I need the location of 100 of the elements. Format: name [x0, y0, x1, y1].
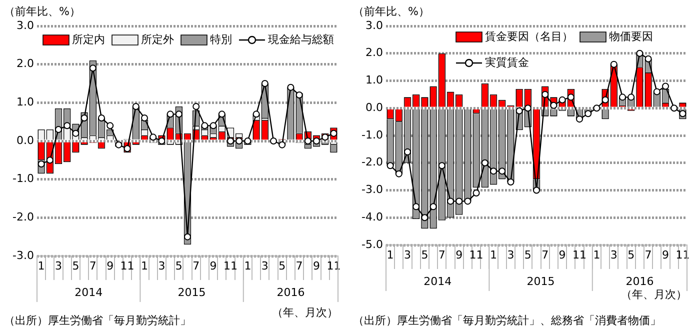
point [628, 94, 635, 101]
x-tick-label: 11 [572, 248, 586, 262]
point [64, 122, 71, 130]
x-tick-label: 9 [558, 248, 566, 262]
point [296, 92, 303, 98]
y-axis-title: （前年比、%） [353, 4, 430, 18]
point [304, 138, 312, 144]
x-tick-label: 1 [490, 248, 497, 262]
point [313, 138, 320, 144]
point [55, 126, 62, 133]
x-tick-label: 9 [456, 248, 463, 262]
point [507, 178, 514, 186]
x-tick-label: 5 [175, 259, 182, 272]
point [464, 198, 472, 205]
point [653, 88, 660, 96]
legend-label: 物価要因 [609, 30, 653, 43]
point [227, 138, 234, 144]
legend-label: 特別 [210, 32, 232, 46]
x-tick-label: 3 [261, 259, 268, 272]
legend-label: 所定内 [72, 32, 105, 46]
point [490, 168, 497, 175]
point [115, 141, 122, 148]
x-tick-label: 5 [72, 259, 80, 272]
point [404, 148, 411, 156]
point [46, 156, 54, 164]
point [447, 198, 454, 205]
legend-label: 賃金要因（名目） [485, 30, 573, 43]
point [558, 96, 566, 104]
x-tick-label: 9 [210, 259, 217, 272]
x-tick-label: 3 [507, 248, 514, 262]
point [201, 122, 208, 130]
x-tick-label: 11 [469, 248, 484, 262]
x-tick-label: 5 [421, 248, 428, 262]
x-tick-label: 5 [278, 259, 286, 272]
point [395, 170, 402, 178]
point [106, 122, 114, 130]
point [236, 138, 243, 144]
text: 2016 [276, 286, 305, 299]
point [124, 145, 131, 152]
x-tick-label: 7 [542, 248, 549, 262]
point [456, 198, 463, 205]
x-tick-label: 7 [296, 259, 303, 272]
point [132, 103, 140, 110]
point [38, 160, 45, 168]
text: （出所）厚生労働省「毎月勤労統計」、総務省「消費者物価」 [353, 314, 661, 327]
text: 2015 [526, 274, 555, 288]
point [287, 84, 294, 91]
point [175, 110, 182, 118]
y-tick-label: 3.0 [366, 18, 383, 32]
y-tick-label: -5.0 [362, 238, 383, 251]
point [158, 138, 166, 144]
point [210, 122, 217, 130]
point [524, 104, 532, 112]
point [576, 116, 583, 123]
point [481, 159, 488, 166]
point [438, 162, 446, 170]
point [98, 114, 105, 122]
x-tick-label: 3 [55, 259, 62, 272]
point [330, 130, 338, 137]
y-tick-label: -2.0 [362, 156, 383, 169]
point [593, 104, 600, 112]
point [567, 94, 574, 101]
point [166, 110, 174, 118]
point [542, 90, 549, 98]
y-tick-label: -2.0 [12, 210, 34, 224]
point [184, 233, 191, 240]
point [252, 110, 260, 118]
x-tick-label: 9 [106, 259, 114, 272]
point [89, 64, 96, 72]
point [644, 55, 652, 62]
x-axis-title: （年、月次） [272, 306, 338, 319]
point [141, 114, 148, 122]
point [244, 138, 252, 144]
x-tick-label: 1 [244, 259, 252, 272]
y-axis-title: （前年比、%） [4, 4, 80, 18]
point [261, 80, 268, 87]
point [218, 110, 226, 118]
x-tick-label: 9 [662, 248, 669, 262]
point [619, 94, 626, 101]
point [278, 141, 286, 148]
y-tick-label: 1.0 [366, 74, 383, 87]
x-tick-label: 5 [524, 248, 532, 262]
text: 2015 [178, 286, 206, 299]
x-tick-label: 5 [628, 248, 635, 262]
y-tick-label: -1.0 [362, 128, 383, 142]
point [602, 96, 609, 104]
x-tick-label: 1 [38, 259, 45, 272]
legend-label: 実質賃金 [485, 56, 529, 69]
point [72, 130, 80, 137]
x-tick-label: 7 [438, 248, 446, 262]
point [584, 110, 592, 118]
x-tick-label: 7 [89, 259, 96, 272]
x-tick-label: 3 [404, 248, 411, 262]
x-tick-label: 7 [644, 248, 652, 262]
point [150, 134, 157, 141]
point [80, 114, 88, 122]
x-tick-label: 9 [313, 259, 320, 272]
y-tick-label: 1.0 [16, 96, 34, 109]
point [421, 214, 428, 222]
legend-label: 所定外 [141, 32, 174, 46]
